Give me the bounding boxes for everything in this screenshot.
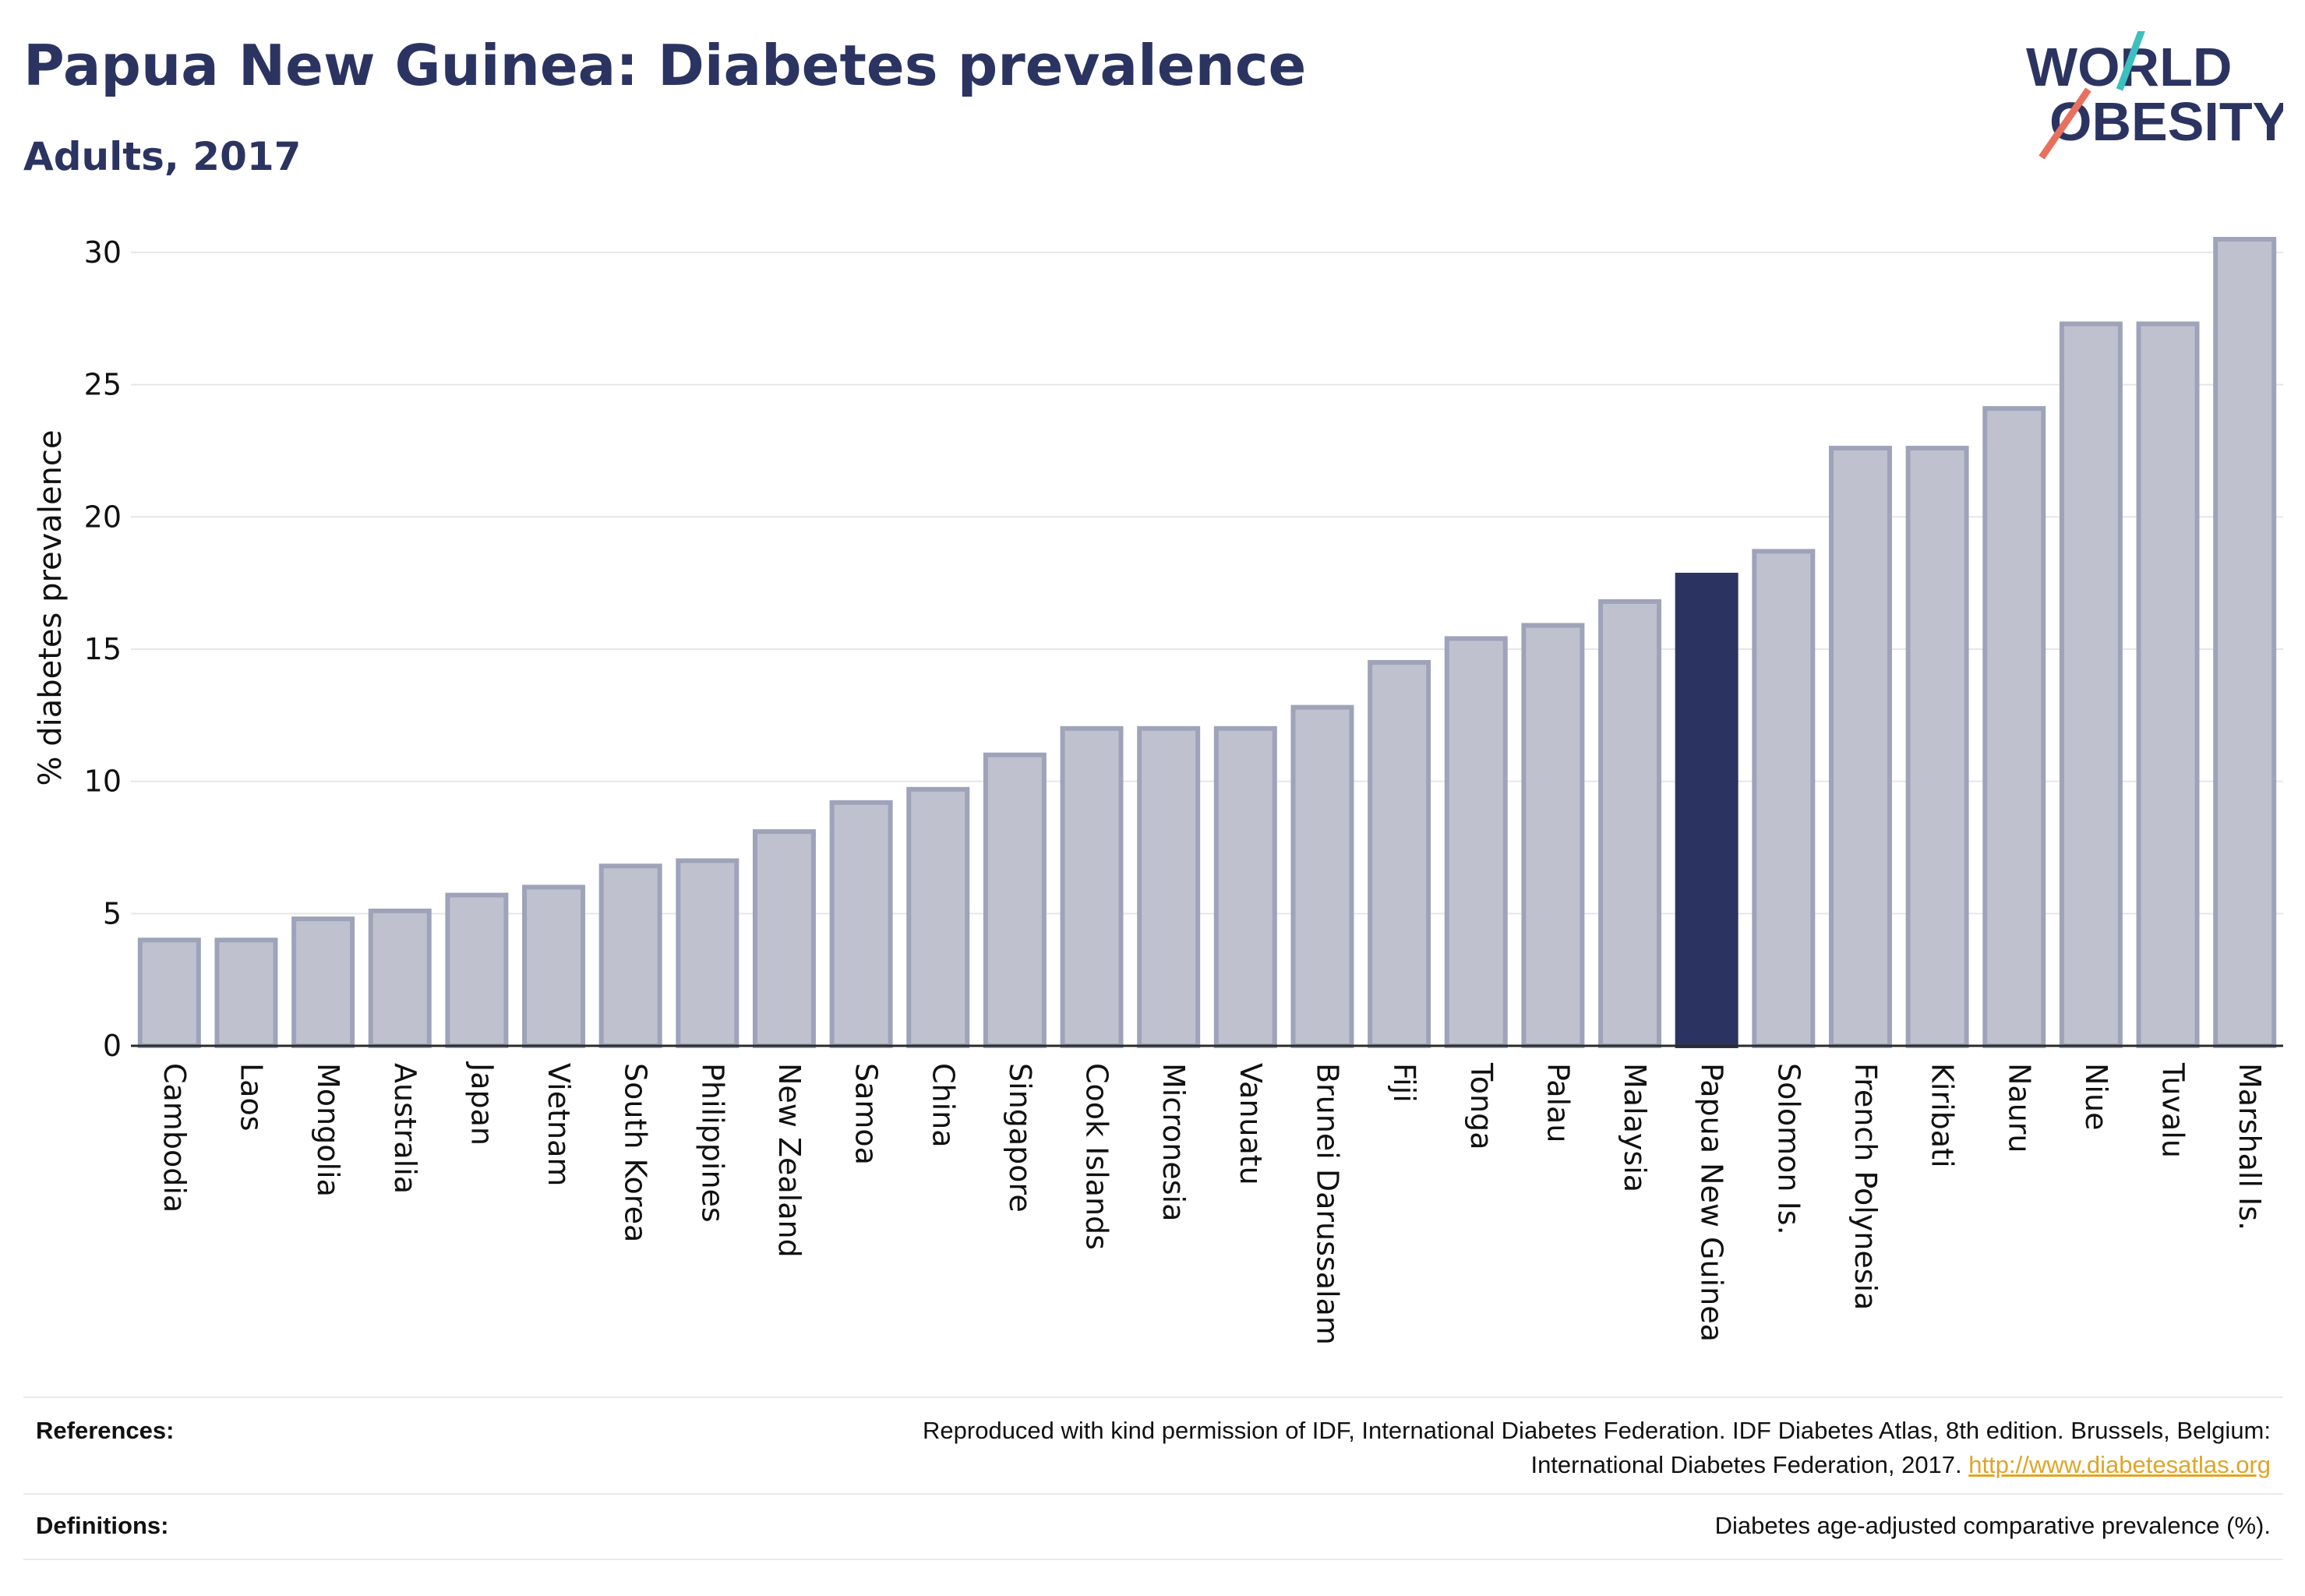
bar	[598, 863, 662, 1049]
bar	[1982, 406, 2046, 1048]
y-tick-label: 5	[103, 896, 122, 930]
bar	[1828, 446, 1892, 1048]
x-tick-label: Nauru	[2002, 1063, 2036, 1153]
world-obesity-logo: WORLD OBESITY	[2026, 31, 2283, 160]
y-axis-label: % diabetes prevalence	[33, 429, 69, 786]
x-tick-label: Tonga	[1464, 1062, 1498, 1150]
bar	[214, 937, 278, 1048]
bar-chart: 0 5 10 15 20 25 30 Cambodia Laos Mongolia Australi…	[33, 235, 2283, 1345]
y-tick-label: 15	[84, 632, 122, 666]
x-tick-label: Tuvalu	[2156, 1062, 2190, 1158]
x-tick-label: Solomon Is.	[1771, 1063, 1806, 1235]
y-tick-label: 20	[84, 500, 122, 534]
x-tick-label: Marshall Is.	[2233, 1063, 2267, 1231]
x-tick-label: Cambodia	[157, 1063, 192, 1213]
y-tick-label: 0	[103, 1029, 122, 1063]
x-tick-label: Brunei Darussalam	[1310, 1063, 1344, 1345]
x-tick-label: Japan	[464, 1061, 499, 1146]
bar	[445, 892, 509, 1048]
chart-subtitle: Adults, 2017	[23, 134, 302, 179]
references-link[interactable]: http://www.diabetesatlas.org	[1968, 1451, 2271, 1478]
definitions-row: Definitions: Diabetes age-adjusted compa…	[23, 1493, 2283, 1560]
bar	[1290, 704, 1354, 1048]
chart-title: Papua New Guinea: Diabetes prevalence	[23, 33, 1307, 98]
x-tick-label: French Polynesia	[1848, 1063, 1883, 1310]
bars	[137, 236, 2277, 1049]
bar	[291, 916, 355, 1048]
x-tick-label: Malaysia	[1618, 1063, 1652, 1192]
x-tick-label: Fiji	[1387, 1063, 1421, 1103]
references-label: References:	[36, 1417, 175, 1444]
logo-slash-teal	[2116, 31, 2145, 91]
bar	[522, 885, 586, 1048]
logo-text-obesity: OBESITY	[2049, 91, 2283, 152]
bar	[1444, 636, 1508, 1048]
definitions-text: Diabetes age-adjusted comparative preval…	[1714, 1512, 2271, 1539]
y-tick-label: 30	[84, 235, 122, 270]
references-line-2: International Diabetes Federation, 2017.…	[923, 1448, 2271, 1482]
bar	[1213, 726, 1277, 1048]
axes: 0 5 10 15 20 25 30 Cambodia Laos Mongolia Australi…	[84, 235, 2283, 1345]
references-row: References: Reproduced with kind permiss…	[23, 1396, 2283, 1495]
bar	[2136, 321, 2200, 1048]
bar	[368, 908, 432, 1049]
x-tick-label: Philippines	[695, 1063, 729, 1223]
bar	[829, 800, 893, 1049]
bar	[1368, 659, 1431, 1048]
x-tick-label: Vanuatu	[1234, 1063, 1268, 1185]
bar-highlighted	[1675, 572, 1738, 1048]
x-tick-label: South Korea	[619, 1063, 653, 1242]
bar	[1752, 549, 1816, 1048]
bar	[676, 858, 740, 1049]
x-tick-label: Laos	[234, 1063, 268, 1132]
bar	[1521, 623, 1585, 1048]
bar	[137, 937, 201, 1048]
x-tick-label: Samoa	[849, 1063, 884, 1165]
bar	[983, 752, 1047, 1048]
x-tick-label: Papua New Guinea	[1695, 1063, 1729, 1342]
x-tick-label: Mongolia	[311, 1063, 345, 1197]
bar	[1137, 726, 1201, 1048]
logo-slash-coral	[2038, 87, 2091, 160]
x-tick-label: Singapore	[1003, 1063, 1037, 1213]
definitions-label: Definitions:	[36, 1512, 169, 1539]
y-tick-label: 10	[84, 764, 122, 799]
x-tick-label: Kiribati	[1926, 1063, 1960, 1168]
bar	[752, 829, 816, 1048]
x-tick-label: Vietnam	[542, 1063, 576, 1186]
y-tick-label: 25	[84, 368, 122, 402]
bar	[906, 786, 970, 1048]
x-tick-label: Niue	[2079, 1063, 2113, 1130]
bar	[2059, 321, 2123, 1048]
references-text: Reproduced with kind permission of IDF, …	[923, 1414, 2271, 1482]
bar	[1905, 446, 1969, 1048]
bar	[1598, 598, 1662, 1048]
bar	[1060, 726, 1124, 1048]
x-tick-label: Micronesia	[1156, 1063, 1191, 1221]
x-tick-label: Cook Islands	[1080, 1063, 1114, 1250]
references-line-2-text: International Diabetes Federation, 2017.	[1530, 1451, 1962, 1478]
x-tick-label: Australia	[388, 1063, 422, 1194]
x-tick-label: Palau	[1541, 1063, 1575, 1142]
bar	[2213, 236, 2277, 1048]
x-tick-label: China	[926, 1063, 960, 1148]
references-line-1: Reproduced with kind permission of IDF, …	[923, 1417, 2271, 1444]
x-tick-label: New Zealand	[772, 1063, 807, 1258]
